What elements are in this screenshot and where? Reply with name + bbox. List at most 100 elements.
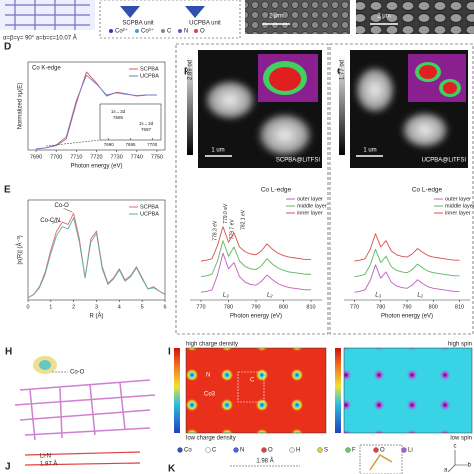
scale-label: 1 um — [363, 148, 376, 154]
image-caption: SCPBA@LiTFSI — [276, 158, 320, 164]
charge-map — [185, 347, 327, 434]
scale-label: 1 um — [211, 148, 224, 154]
scale-label: 2 μm — [269, 14, 282, 20]
particle — [202, 78, 258, 122]
legend-label: UCPBA — [140, 211, 159, 217]
x-tick-label: 2 — [72, 304, 75, 310]
atom-label: C — [250, 378, 255, 384]
x-tick-label: 7710 — [70, 154, 82, 160]
x-tick-label: 3 — [95, 304, 98, 310]
x-tick-label: 7730 — [111, 154, 123, 160]
x-tick-label: 780 — [376, 304, 385, 310]
bond-length: 1.97 Å — [40, 461, 57, 468]
axes-triad — [447, 450, 468, 473]
series-line — [27, 212, 166, 299]
legend-label: UCPBA — [140, 73, 159, 79]
x-tick-label: 7720 — [90, 154, 102, 160]
legend-text: S — [324, 448, 328, 454]
unit-shapes — [120, 6, 205, 18]
x-tick-label: 770 — [350, 304, 359, 310]
x-axis-label: Photon energy (eV) — [381, 314, 433, 320]
colorbar — [187, 55, 193, 155]
legend-text: N — [184, 29, 188, 35]
legend-text: N — [240, 448, 244, 454]
spin-map — [343, 347, 473, 434]
y-axis-label: |x(R)| (Å⁻³) — [17, 235, 24, 264]
map-text: high charge density — [186, 342, 238, 348]
axis-name: a — [444, 468, 448, 474]
stxm-image — [187, 50, 322, 168]
edge-label: L₂ — [417, 293, 423, 299]
legend-dot — [177, 447, 183, 453]
legend-text: Co³⁺ — [141, 28, 154, 35]
colorbar-label: 1.77 od — [340, 60, 346, 80]
zoom-arrow — [46, 139, 101, 147]
x-tick-label: 790 — [251, 304, 260, 310]
legend-dot — [289, 447, 295, 453]
legend-dot — [233, 447, 239, 453]
particle — [255, 111, 315, 159]
series-line — [354, 233, 460, 262]
particle — [399, 110, 451, 150]
x-tick-label: 7750 — [151, 154, 163, 160]
framework — [14, 379, 156, 441]
x-tick-label: 0 — [26, 304, 29, 310]
map-layer — [419, 65, 437, 79]
annotation-arrow — [52, 220, 62, 224]
peak-label: 779.0 eV — [223, 203, 229, 224]
legend-dot — [205, 447, 211, 453]
map-layer — [443, 82, 457, 94]
bond-length: 1.98 Å — [256, 458, 273, 465]
legend-dot — [317, 447, 323, 453]
axis-name: b — [468, 463, 472, 469]
legend-dot — [261, 447, 267, 453]
inset-annotation: 1s→3d — [139, 121, 154, 126]
legend-text: O — [268, 448, 273, 454]
legend-text: O — [200, 29, 205, 35]
panel-label: J — [5, 462, 11, 473]
x-tick-label: 6 — [163, 304, 166, 310]
panel-label: D — [4, 42, 11, 53]
y-axis-label: Normalized xμ(E) — [18, 83, 24, 129]
molecular-model — [14, 356, 156, 466]
legend-dot — [109, 29, 113, 33]
inset-annotation: 7697 — [141, 127, 152, 132]
bond-label: Li-N — [40, 454, 51, 460]
colorbar — [174, 348, 180, 433]
inset-tick-label: 7700 — [147, 142, 158, 147]
peak-label: 782.1 eV — [241, 209, 247, 230]
colorbar-label: 2.89 od — [188, 60, 194, 80]
edge-label: L₃ — [375, 293, 381, 299]
legend-text: O — [380, 448, 385, 454]
scale-label: 2 μm — [377, 14, 390, 20]
axis-name: c — [454, 444, 457, 450]
legend-text: Li — [408, 448, 413, 454]
legend-text: F — [352, 448, 356, 454]
x-tick-label: 810 — [306, 304, 315, 310]
inset-tick-label: 7695 — [125, 142, 136, 147]
legend-label: SCPBA — [140, 66, 159, 72]
image-caption: UCPBA@LiTFSI — [422, 158, 467, 164]
legend-dot — [401, 447, 407, 453]
series-line — [200, 226, 311, 262]
unit-label: SCPBA unit — [122, 21, 154, 27]
legend-dot — [161, 29, 165, 33]
x-tick-label: 800 — [279, 304, 288, 310]
series-line — [36, 71, 157, 150]
lattice-lines — [5, 0, 90, 30]
chart-title: Co L-edge — [261, 187, 292, 194]
zoom-box — [359, 444, 403, 474]
series-line — [200, 240, 311, 278]
series-line — [354, 248, 460, 278]
bond-label: Co-O — [70, 370, 85, 376]
particle — [353, 64, 397, 116]
x-axis-label: R (Å) — [90, 313, 104, 320]
legend-label: outer layer — [445, 196, 471, 202]
density — [39, 360, 51, 370]
molecule — [369, 453, 393, 471]
series-line — [36, 74, 157, 150]
x-tick-label: 4 — [118, 304, 121, 310]
legend-label: outer layer — [297, 196, 323, 202]
panel-border — [175, 43, 329, 335]
legend-label: inner layer — [297, 210, 323, 216]
